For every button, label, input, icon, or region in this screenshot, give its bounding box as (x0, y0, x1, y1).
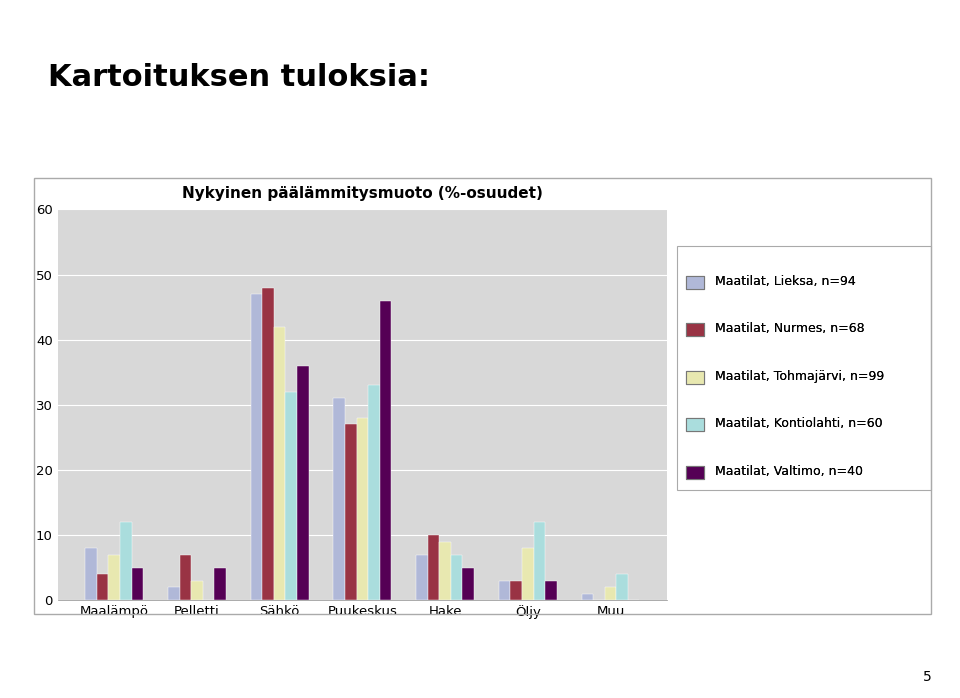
Bar (356, 418, 369, 600)
Bar (451, 555, 463, 600)
Bar (545, 581, 557, 600)
Text: Kartoituksen tuloksia:: Kartoituksen tuloksia: (48, 63, 430, 92)
Bar (180, 555, 191, 600)
Bar (428, 535, 440, 600)
Bar (417, 555, 428, 600)
Title: Nykyinen päälämmitysmuoto (%-osuudet): Nykyinen päälämmitysmuoto (%-osuudet) (182, 186, 542, 201)
Text: Maatilat, Nurmes, n=68: Maatilat, Nurmes, n=68 (715, 322, 865, 335)
Bar (85, 548, 97, 600)
Bar (345, 424, 356, 600)
Bar (605, 587, 616, 600)
Bar (380, 301, 392, 600)
Bar (97, 574, 108, 600)
Text: Maatilat, Valtimo, n=40: Maatilat, Valtimo, n=40 (715, 465, 863, 477)
Bar (582, 594, 593, 600)
Bar (440, 542, 451, 600)
Bar (534, 522, 545, 600)
Text: 5: 5 (923, 670, 931, 684)
Text: Maatilat, Lieksa, n=94: Maatilat, Lieksa, n=94 (715, 275, 856, 288)
Bar (251, 294, 262, 600)
Bar (285, 392, 297, 600)
Bar (108, 555, 120, 600)
Bar (274, 327, 285, 600)
Bar (522, 548, 534, 600)
Text: Maatilat, Lieksa, n=94: Maatilat, Lieksa, n=94 (715, 275, 856, 288)
Text: Maatilat, Kontiolahti, n=60: Maatilat, Kontiolahti, n=60 (715, 417, 883, 430)
Bar (214, 567, 226, 600)
Bar (168, 587, 180, 600)
Bar (120, 522, 132, 600)
Bar (463, 567, 474, 600)
Text: Maatilat, Kontiolahti, n=60: Maatilat, Kontiolahti, n=60 (715, 417, 883, 430)
Text: Maatilat, Tohmajärvi, n=99: Maatilat, Tohmajärvi, n=99 (715, 370, 884, 383)
Bar (369, 385, 380, 600)
Text: Maatilat, Tohmajärvi, n=99: Maatilat, Tohmajärvi, n=99 (715, 370, 884, 383)
Bar (297, 366, 308, 600)
Bar (191, 581, 203, 600)
Bar (616, 574, 628, 600)
Bar (333, 399, 345, 600)
Bar (262, 288, 274, 600)
Text: Maatilat, Valtimo, n=40: Maatilat, Valtimo, n=40 (715, 465, 863, 477)
Text: Maatilat, Nurmes, n=68: Maatilat, Nurmes, n=68 (715, 322, 865, 335)
Bar (499, 581, 511, 600)
Bar (511, 581, 522, 600)
Bar (132, 567, 143, 600)
